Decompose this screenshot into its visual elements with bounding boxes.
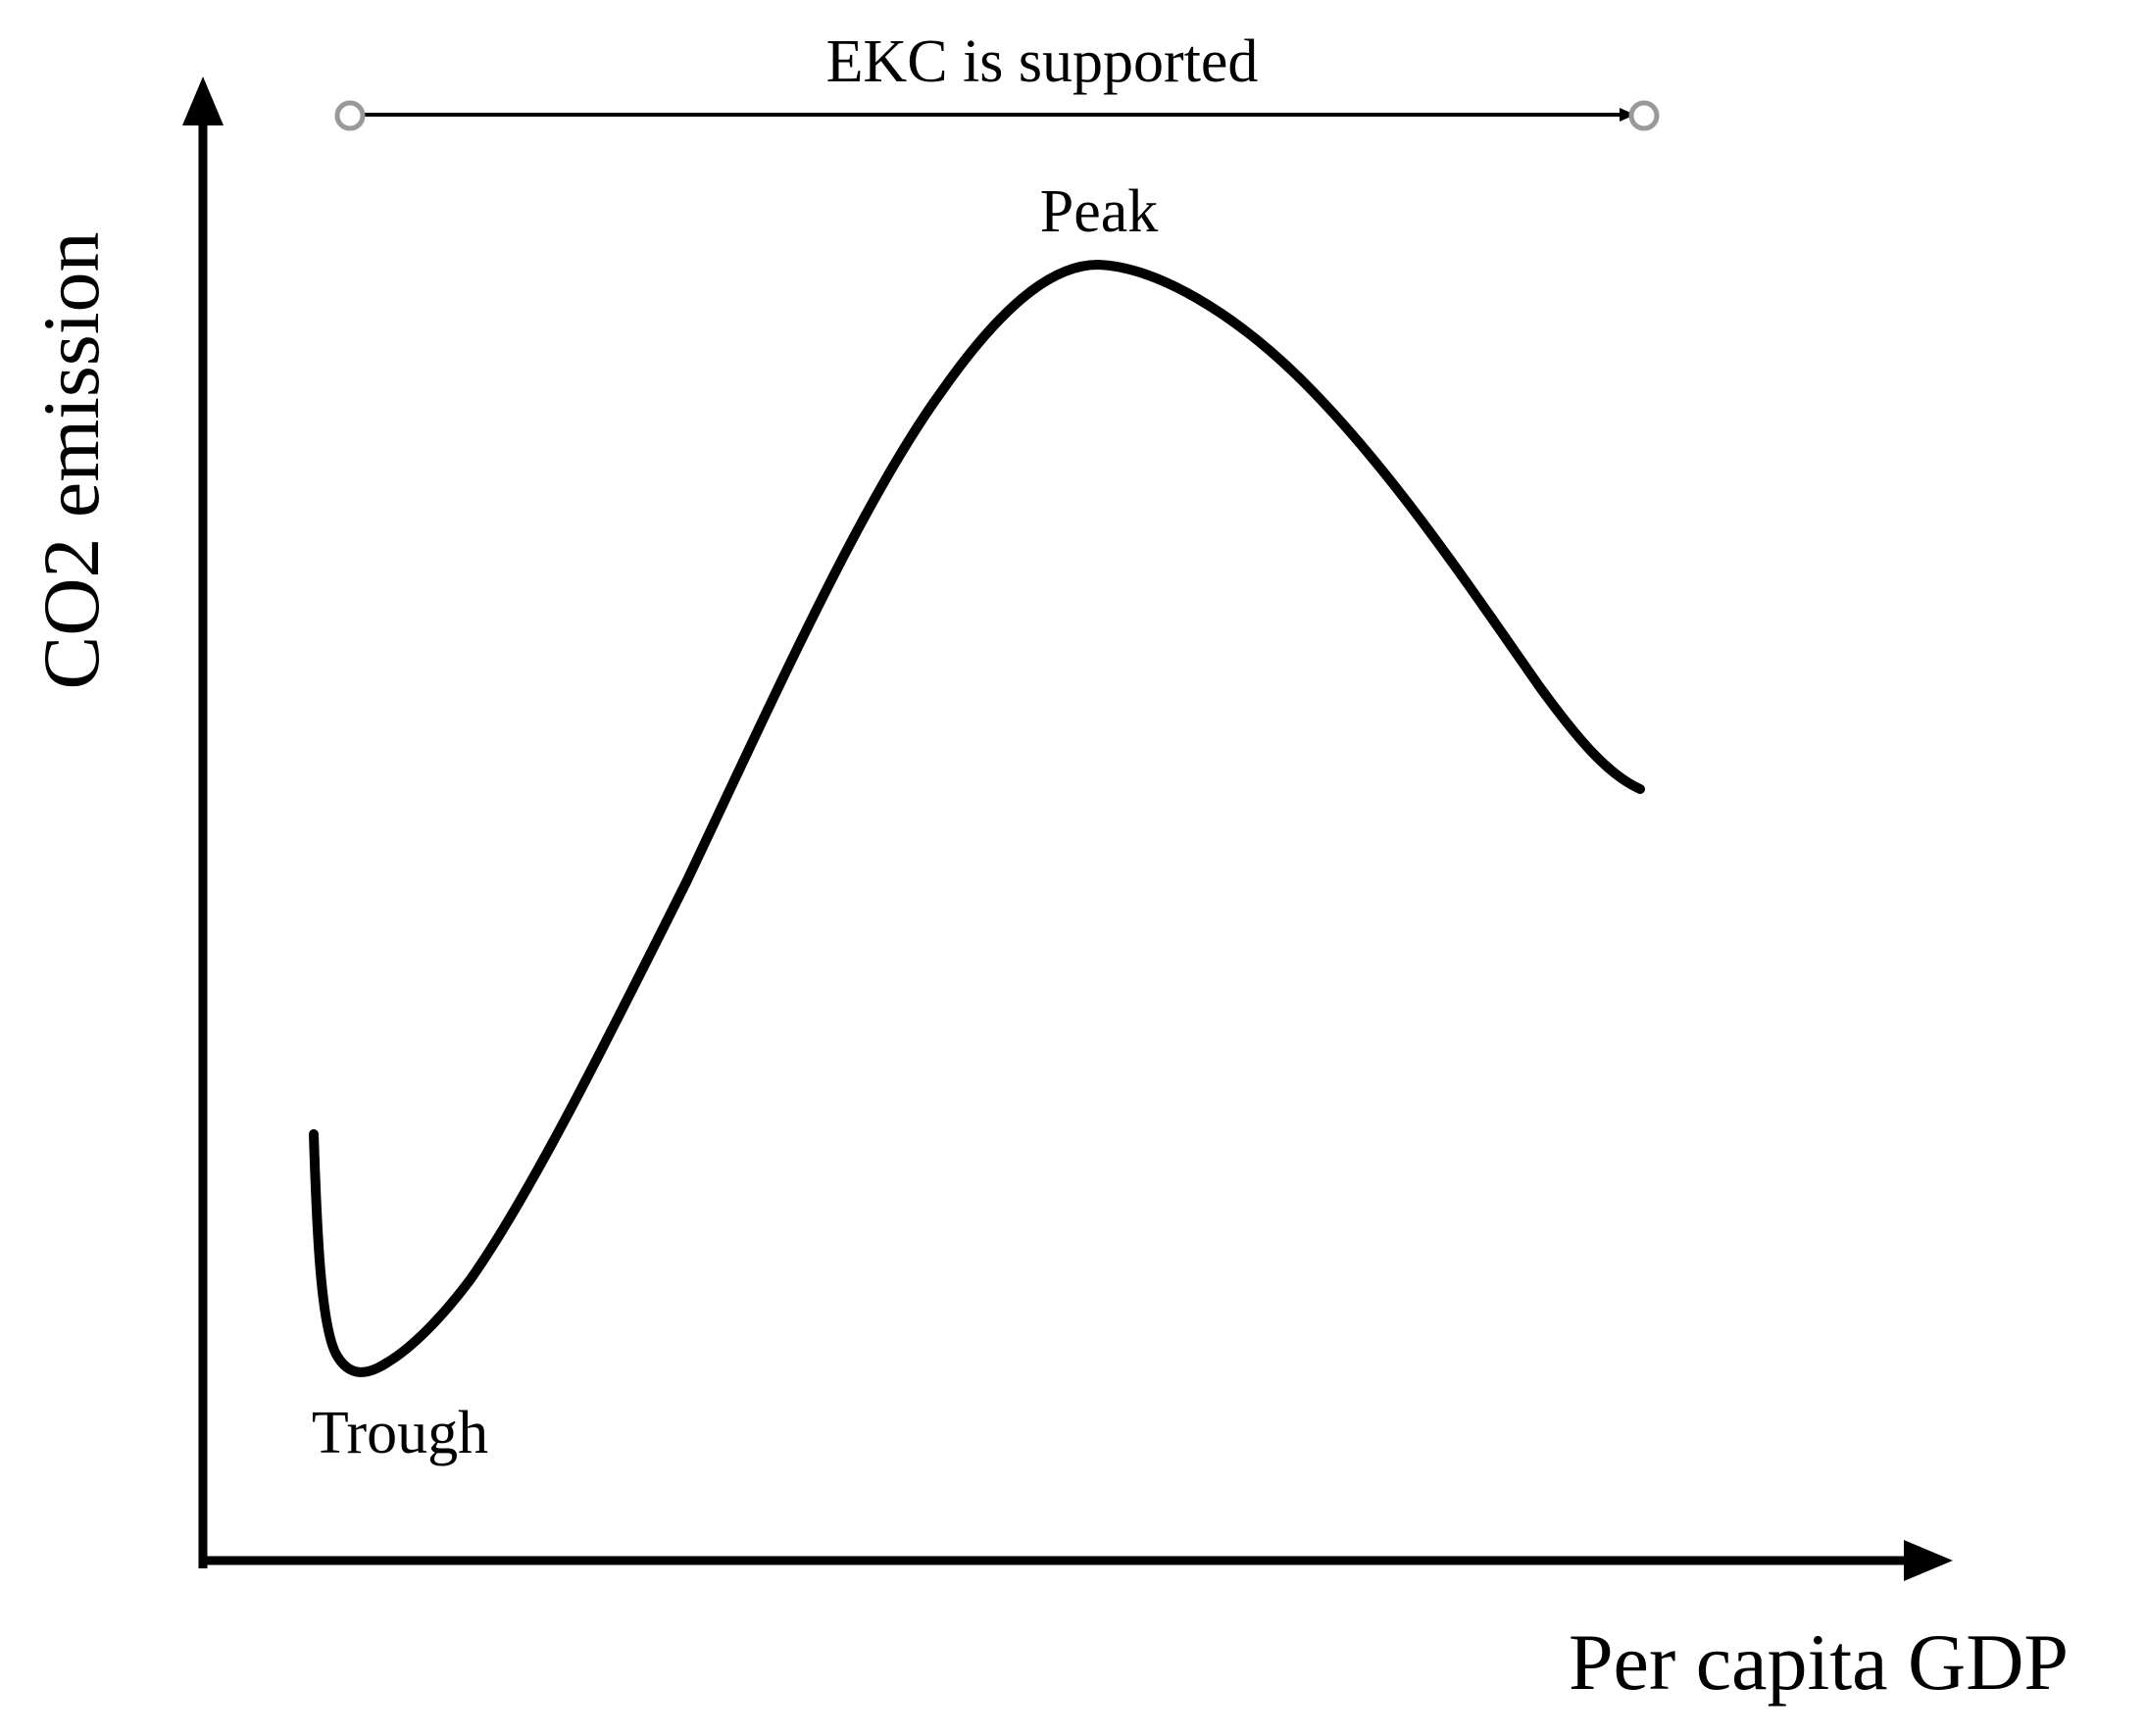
x-axis-arrowhead	[1904, 1540, 1953, 1581]
y-axis-label: CO2 emission	[26, 232, 116, 690]
x-axis-label: Per capita GDP	[1569, 1617, 2069, 1707]
ekc-range-arrowhead	[1620, 108, 1635, 122]
ekc-range-end-marker	[1628, 100, 1660, 131]
y-axis-arrowhead	[182, 76, 224, 125]
trough-label: Trough	[312, 1400, 488, 1466]
peak-label: Peak	[1040, 178, 1159, 245]
ekc-curve	[309, 260, 1645, 1377]
ekc-range-start-marker	[334, 100, 366, 131]
ekc-range-label: EKC is supported	[826, 28, 1259, 95]
